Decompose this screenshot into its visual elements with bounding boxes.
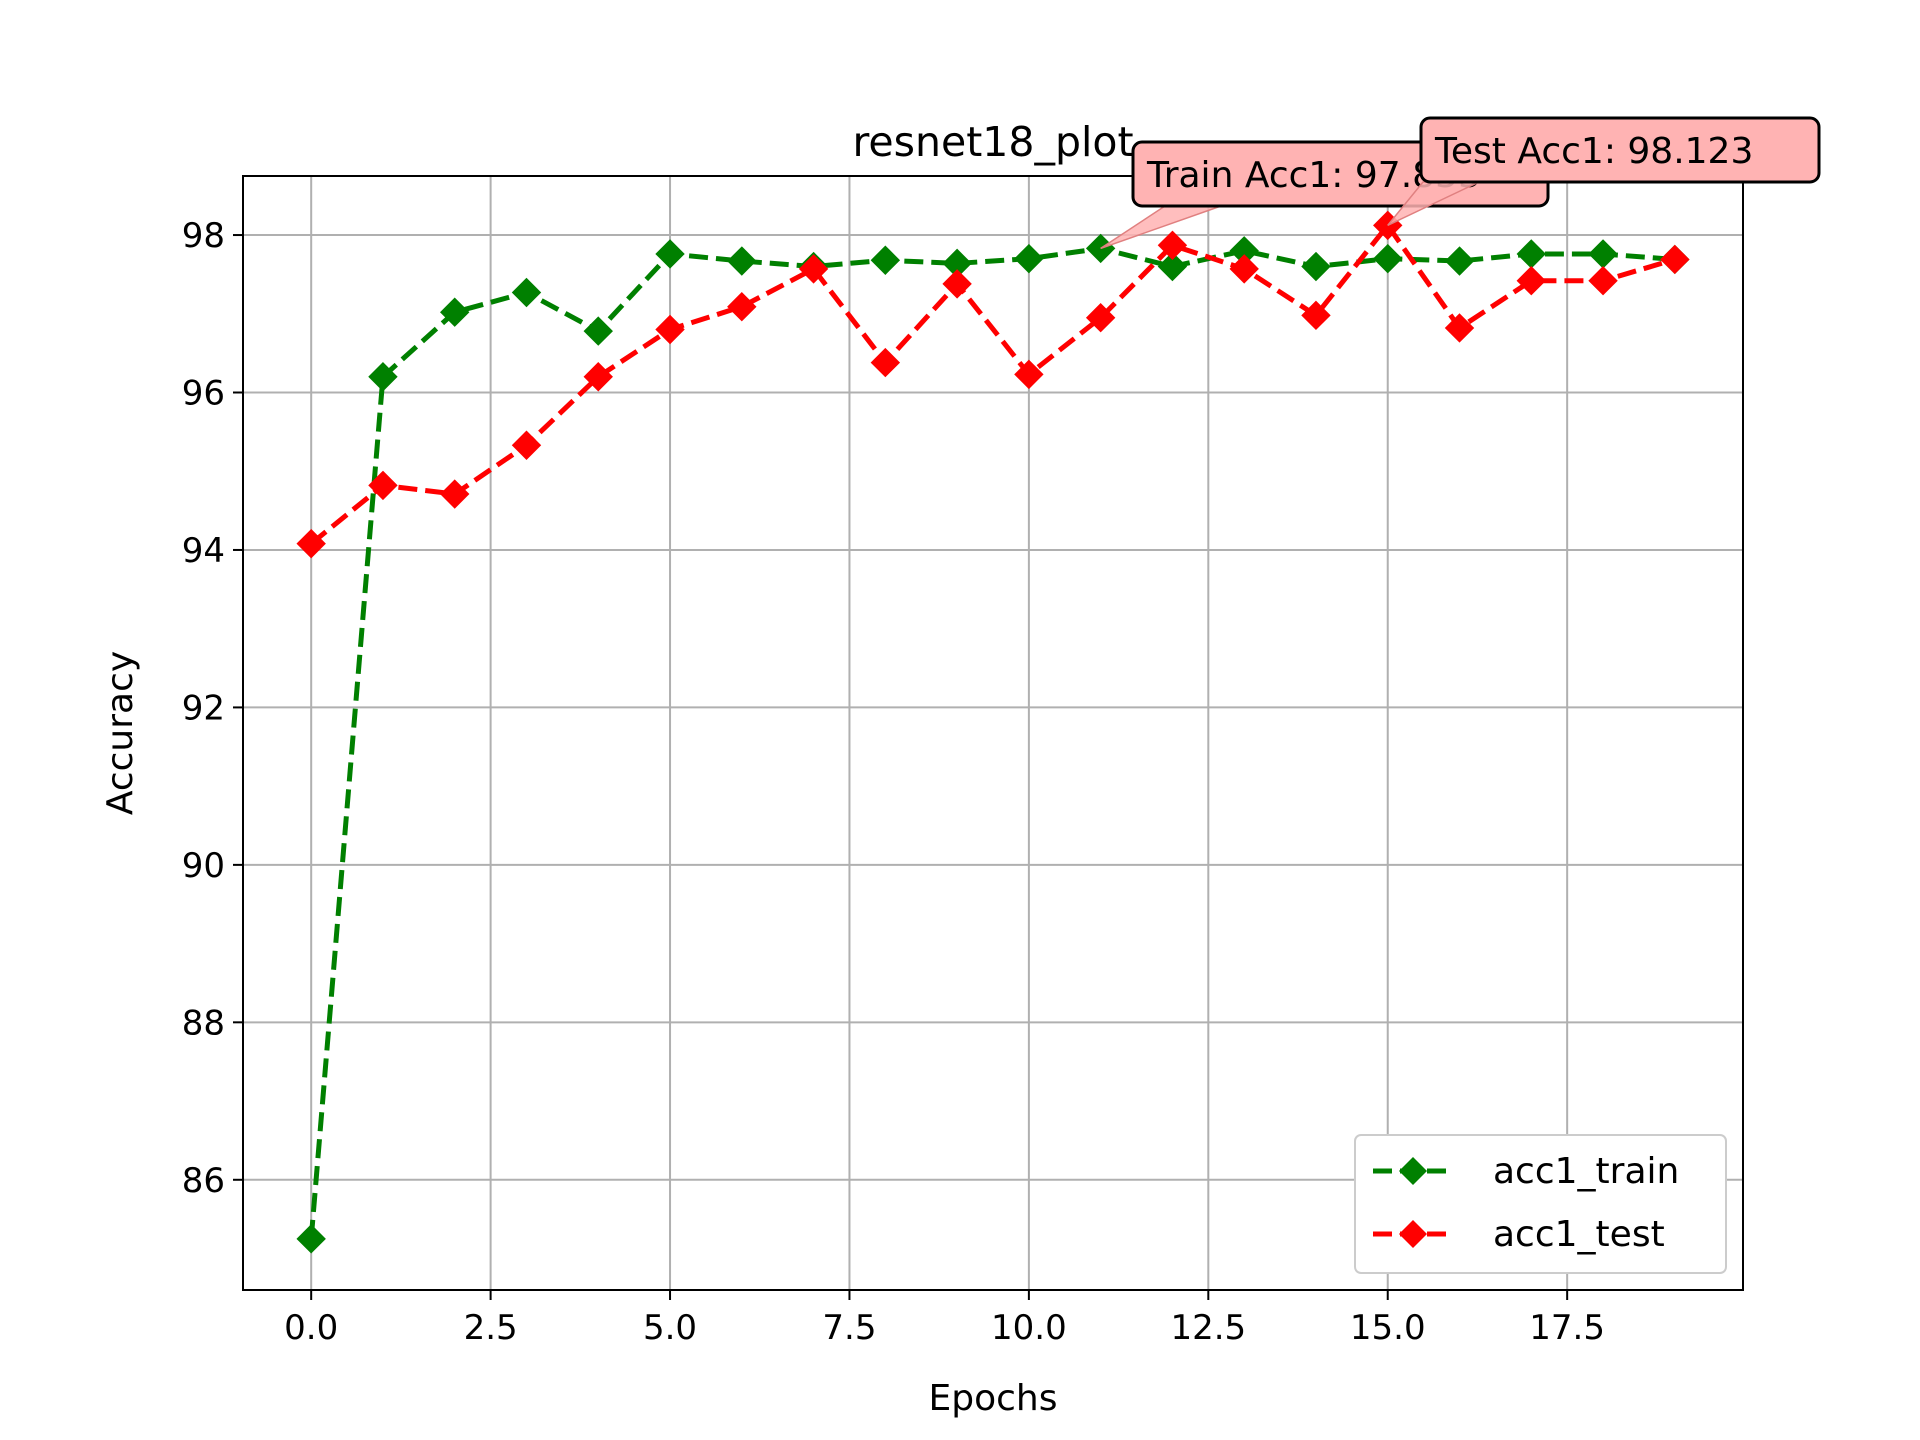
grid (243, 176, 1743, 1290)
x-axis-label: Epochs (929, 1378, 1058, 1419)
x-tick-label: 10.0 (991, 1308, 1067, 1348)
legend-box (1354, 1134, 1727, 1274)
y-tick-label: 90 (182, 846, 225, 886)
chart-title: resnet18_plot (852, 118, 1133, 166)
legend-label: acc1_train (1493, 1151, 1679, 1192)
x-tick-label: 12.5 (1170, 1308, 1246, 1348)
data-point-acc1_train (727, 246, 757, 276)
data-point-acc1_train (440, 297, 470, 327)
data-point-acc1_test (440, 479, 470, 509)
data-point-acc1_test (511, 430, 542, 460)
legend: acc1_train acc1_test (1354, 1134, 1727, 1274)
annotation-box (1419, 116, 1821, 184)
data-point-acc1_test (368, 470, 398, 501)
data-point-acc1_train (870, 245, 901, 275)
y-axis-label: Accuracy (100, 651, 141, 815)
annotation-text: Test Acc1: 98.123 (1434, 131, 1753, 172)
series-acc1_test (296, 210, 1690, 559)
data-point-acc1_test (655, 314, 685, 345)
x-tick-label: 5.0 (643, 1308, 697, 1348)
plot-area-frame (242, 175, 1744, 1291)
y-tick-label: 88 (182, 1003, 225, 1043)
x-tick-label: 7.5 (822, 1308, 876, 1348)
data-point-acc1_test (1229, 254, 1259, 284)
annotation-arrow (1100, 205, 1222, 250)
data-point-acc1_train (1516, 239, 1546, 269)
data-point-acc1_test (727, 291, 757, 322)
data-point-acc1_train (1301, 251, 1331, 282)
y-tick-label: 96 (182, 374, 225, 414)
data-point-acc1_train (1014, 243, 1044, 274)
x-tick-label: 0.0 (284, 1308, 338, 1348)
data-point-acc1_test (1660, 244, 1690, 275)
data-point-acc1_train (296, 1224, 326, 1254)
data-point-acc1_train (655, 239, 685, 269)
y-tick-label: 86 (182, 1161, 225, 1201)
data-point-acc1_test (1516, 266, 1546, 296)
data-point-acc1_test (870, 347, 901, 378)
axis-ticks: 0.0 2.5 5.0 7.5 10.0 12.5 15.0 17.5 86 88 90 92 94 96… (182, 216, 1605, 1348)
data-point-acc1_train (1444, 246, 1475, 276)
data-point-acc1_test (1157, 230, 1188, 260)
data-point-acc1_test (942, 269, 972, 299)
legend-label: acc1_test (1493, 1214, 1665, 1255)
legend-marker (1399, 1157, 1427, 1185)
series-acc1_train (296, 233, 1690, 1254)
data-point-acc1_train (1588, 239, 1618, 269)
data-point-acc1_test (296, 528, 326, 559)
x-tick-label: 17.5 (1529, 1308, 1605, 1348)
data-point-acc1_test (583, 362, 613, 392)
data-point-acc1_train (1157, 251, 1188, 282)
y-tick-label: 92 (182, 688, 225, 728)
series-line-acc1_test (309, 222, 1676, 546)
x-tick-label: 15.0 (1350, 1308, 1426, 1348)
data-point-acc1_test (798, 254, 829, 284)
data-point-acc1_test (1444, 313, 1475, 343)
series-line-acc1_train (308, 245, 1676, 1240)
annotation-1: Test Acc1: 98.123 (1387, 116, 1821, 227)
data-point-acc1_train (368, 362, 398, 392)
legend-item-acc1_train: acc1_train (1373, 1151, 1679, 1192)
legend-item-acc1_test: acc1_test (1373, 1214, 1665, 1255)
y-tick-label: 94 (182, 531, 225, 571)
data-point-acc1_train (1373, 243, 1403, 274)
y-tick-label: 98 (182, 216, 225, 256)
data-point-acc1_test (1085, 303, 1116, 333)
data-point-acc1_train (511, 277, 542, 308)
data-point-acc1_test (1014, 359, 1044, 390)
x-tick-label: 2.5 (464, 1308, 518, 1348)
data-point-acc1_test (1588, 266, 1618, 296)
legend-marker (1399, 1220, 1427, 1248)
data-point-acc1_test (1301, 300, 1331, 331)
legend-items: acc1_train acc1_test (1373, 1151, 1679, 1255)
data-point-acc1_train (583, 316, 613, 346)
plot-series (296, 210, 1690, 1254)
